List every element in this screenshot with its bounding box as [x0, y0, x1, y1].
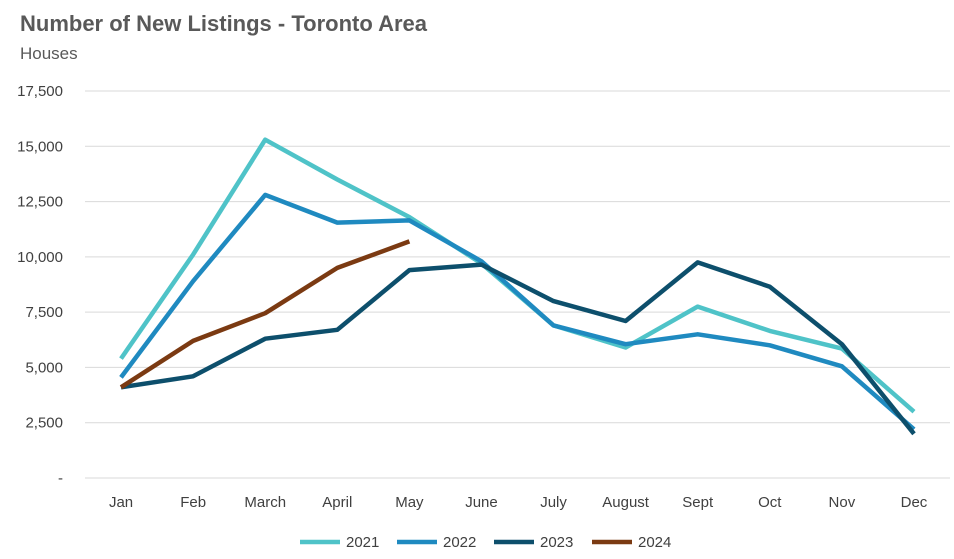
legend-label-2022: 2022: [443, 534, 476, 551]
legend: 2021 2022 2023 2024: [300, 534, 671, 551]
x-tick-label: June: [465, 494, 498, 511]
x-tick-label: April: [322, 494, 352, 511]
chart-title: Number of New Listings - Toronto Area: [20, 11, 428, 36]
series-lines: [119, 137, 916, 436]
chart-subtitle: Houses: [20, 44, 78, 63]
series-line-2023: [120, 260, 916, 436]
y-tick-label: 17,500: [17, 83, 63, 100]
x-tick-label: Dec: [901, 494, 928, 511]
y-tick-label: 12,500: [17, 194, 63, 211]
x-tick-label: March: [244, 494, 286, 511]
series-line-2024: [119, 239, 411, 390]
y-tick-label: 15,000: [17, 138, 63, 155]
y-tick-label: 7,500: [25, 304, 63, 321]
x-tick-label: Sept: [682, 494, 714, 511]
x-tick-label: July: [540, 494, 567, 511]
series-line-2022: [119, 192, 916, 431]
series-line-2021: [119, 137, 916, 414]
legend-label-2021: 2021: [346, 534, 379, 551]
gridlines: [85, 90, 950, 479]
x-tick-label: Nov: [829, 494, 856, 511]
y-tick-label: -: [58, 470, 63, 487]
y-tick-label: 10,000: [17, 249, 63, 266]
x-tick-label: Oct: [758, 494, 782, 511]
x-tick-label: Jan: [109, 494, 133, 511]
y-axis-ticks: - 2,500 5,000 7,500 10,000 12,500 15,000 17,500: [17, 83, 63, 487]
legend-label-2023: 2023: [540, 534, 573, 551]
legend-label-2024: 2024: [638, 534, 671, 551]
x-axis-ticks: Jan Feb March April May June July August Sept Oct…: [109, 494, 928, 511]
y-tick-label: 5,000: [25, 359, 63, 376]
x-tick-label: May: [395, 494, 424, 511]
x-tick-label: August: [602, 494, 650, 511]
x-tick-label: Feb: [180, 494, 206, 511]
y-tick-label: 2,500: [25, 415, 63, 432]
